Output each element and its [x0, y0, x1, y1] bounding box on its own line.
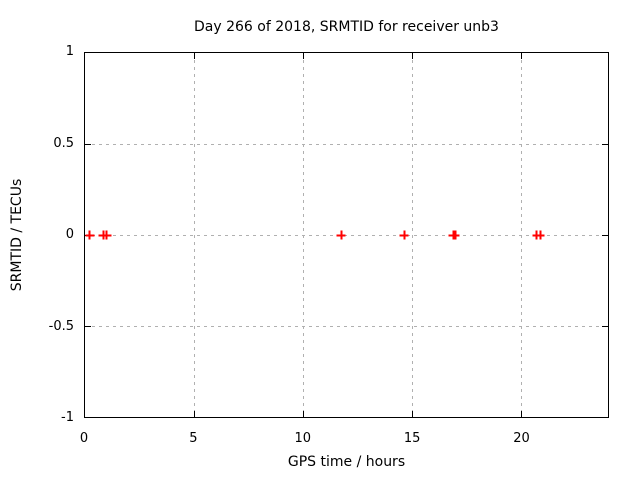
x-tick-mark [520, 411, 522, 417]
y-tick-mark [602, 144, 608, 145]
y-tick-label: -1 [61, 410, 74, 425]
y-tick-label: 0.5 [53, 135, 74, 151]
chart-title: Day 266 of 2018, SRMTID for receiver unb… [194, 19, 499, 35]
y-tick-label: 0 [65, 227, 74, 242]
x-axis-label: GPS time / hours [287, 454, 406, 470]
x-tick-label: 15 [403, 431, 421, 446]
x-tick-mark [302, 411, 304, 417]
x-tick-mark [520, 53, 522, 59]
plot-area [84, 52, 609, 418]
data-point-marker [85, 230, 95, 240]
data-point-marker [535, 230, 545, 240]
x-tick-mark [193, 411, 195, 417]
y-tick-mark [85, 144, 91, 145]
horizontal-gridline [85, 326, 608, 327]
horizontal-gridline [85, 144, 608, 145]
data-point-marker [450, 230, 460, 240]
data-point-marker [102, 230, 112, 240]
y-tick-label: -0.5 [48, 318, 74, 334]
x-tick-label: 20 [513, 431, 530, 446]
horizontal-gridline [85, 235, 608, 236]
data-point-marker [399, 230, 409, 240]
x-tick-label: 10 [294, 431, 312, 446]
x-tick-mark [193, 53, 195, 59]
x-tick-mark [411, 53, 413, 59]
y-tick-mark [602, 326, 608, 327]
y-tick-label: 1 [65, 44, 74, 59]
y-tick-mark [602, 235, 608, 236]
y-tick-mark [85, 326, 91, 327]
x-tick-mark [411, 411, 413, 417]
x-tick-label: 5 [189, 431, 198, 446]
data-point-marker [336, 230, 346, 240]
x-tick-label: 0 [79, 431, 89, 446]
x-tick-mark [302, 53, 304, 59]
